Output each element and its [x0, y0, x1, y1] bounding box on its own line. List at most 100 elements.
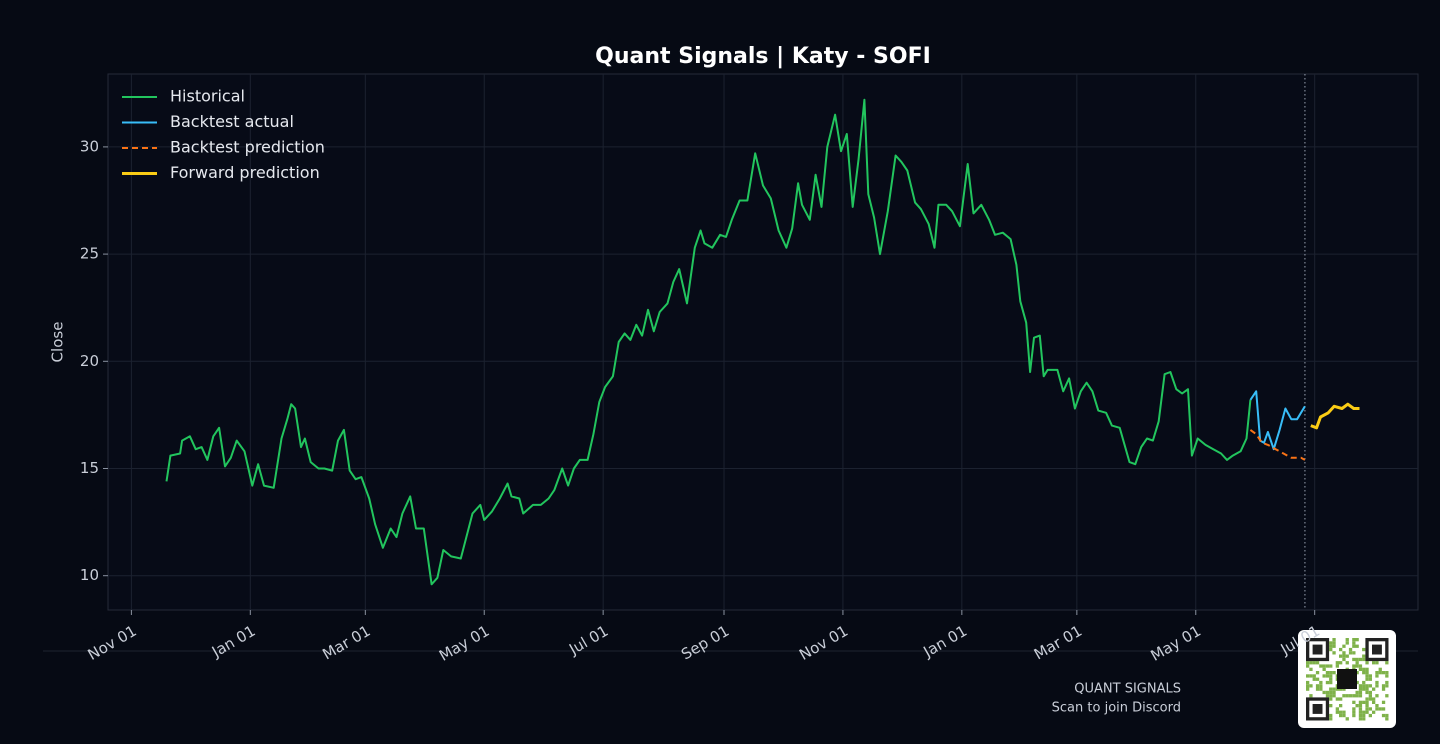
qr-cell [1315, 684, 1320, 688]
qr-cell [1375, 707, 1379, 711]
qr-cell [1329, 671, 1333, 675]
qr-cell [1362, 687, 1366, 691]
qr-cell [1312, 677, 1316, 681]
qr-cell [1325, 664, 1330, 668]
qr-cell [1329, 644, 1333, 648]
qr-cell [1315, 677, 1320, 681]
qr-cell [1315, 671, 1320, 675]
qr-cell [1339, 713, 1343, 718]
qr-cell [1368, 677, 1372, 681]
qr-cell [1365, 677, 1369, 681]
qr-cell [1375, 704, 1379, 708]
qr-cell [1342, 657, 1346, 662]
qr-cell [1322, 674, 1326, 678]
qr-cell [1385, 684, 1389, 688]
qr-cell [1355, 671, 1359, 675]
footer-brand: QUANT SIGNALS [1074, 682, 1181, 697]
qr-cell [1385, 661, 1389, 665]
qr-cell [1375, 680, 1379, 685]
qr-cell [1355, 680, 1359, 685]
qr-cell [1348, 647, 1353, 652]
qr-cell [1332, 644, 1336, 648]
qr-cell [1335, 697, 1339, 701]
qr-cell [1368, 674, 1372, 678]
qr-cell [1368, 684, 1372, 688]
qr-cell [1332, 671, 1336, 675]
qr-cell [1332, 690, 1336, 695]
qr-cell [1375, 684, 1379, 688]
qr-cell [1306, 687, 1310, 691]
qr-cell [1352, 644, 1356, 648]
qr-cell [1365, 697, 1369, 701]
qr-cell [1362, 700, 1366, 704]
qr-cell [1335, 687, 1339, 691]
y-tick-label: 25 [80, 245, 99, 263]
qr-cell [1306, 680, 1310, 685]
qr-cell [1325, 674, 1330, 678]
qr-cell [1355, 704, 1359, 708]
qr-cell [1335, 661, 1339, 665]
qr-cell [1332, 641, 1336, 645]
qr-cell [1362, 647, 1366, 652]
qr-cell [1342, 651, 1346, 655]
qr-cell [1358, 667, 1363, 671]
qr-cell [1325, 671, 1330, 675]
qr-cell [1355, 657, 1359, 662]
qr-cell [1362, 657, 1366, 662]
qr-cell [1381, 707, 1386, 711]
y-tick-label: 15 [80, 459, 99, 477]
plot-area [107, 73, 1419, 611]
qr-cell [1342, 687, 1346, 691]
qr-cell [1325, 680, 1330, 685]
qr-cell [1329, 687, 1333, 691]
legend-label: Historical [170, 87, 245, 106]
qr-cell [1352, 694, 1356, 698]
qr-cell [1362, 671, 1366, 675]
qr-cell [1322, 664, 1326, 668]
qr-cell [1342, 654, 1346, 658]
qr-cell [1378, 707, 1382, 711]
qr-cell [1352, 664, 1356, 668]
qr-cell [1372, 710, 1376, 714]
qr-cell [1355, 661, 1359, 665]
qr-cell [1381, 684, 1386, 688]
qr-cell [1358, 657, 1363, 662]
qr-cell [1375, 671, 1379, 675]
qr-cell [1352, 710, 1356, 714]
qr-cell [1381, 687, 1386, 691]
qr-cell [1309, 661, 1313, 665]
series-line [165, 98, 1252, 586]
qr-cell [1348, 651, 1353, 655]
qr-cell [1372, 697, 1376, 701]
qr-cell [1342, 710, 1346, 714]
qr-cell [1332, 687, 1336, 691]
qr-cell [1358, 687, 1363, 691]
qr-cell [1329, 690, 1333, 695]
qr-cell [1355, 690, 1359, 695]
qr-cell [1368, 707, 1372, 711]
qr-cell [1362, 684, 1366, 688]
qr-cell [1339, 704, 1343, 708]
qr-cell [1385, 674, 1389, 678]
qr-cell [1306, 664, 1310, 668]
legend-label: Backtest prediction [170, 138, 325, 157]
qr-cell [1325, 694, 1330, 698]
qr-cell [1365, 690, 1369, 695]
qr-cell [1345, 654, 1349, 658]
qr-cell [1352, 657, 1356, 662]
qr-cell [1372, 700, 1376, 704]
qr-cell [1329, 647, 1333, 652]
qr-cell [1329, 674, 1333, 678]
qr-cell [1339, 647, 1343, 652]
qr-cell [1362, 680, 1366, 685]
qr-code [1298, 630, 1396, 728]
qr-cell [1352, 713, 1356, 718]
qr-cell [1365, 687, 1369, 691]
qr-cell [1365, 667, 1369, 671]
qr-cell [1315, 661, 1320, 665]
qr-cell [1345, 694, 1349, 698]
qr-cell [1365, 704, 1369, 708]
qr-cell [1358, 694, 1363, 698]
qr-cell [1352, 638, 1356, 642]
